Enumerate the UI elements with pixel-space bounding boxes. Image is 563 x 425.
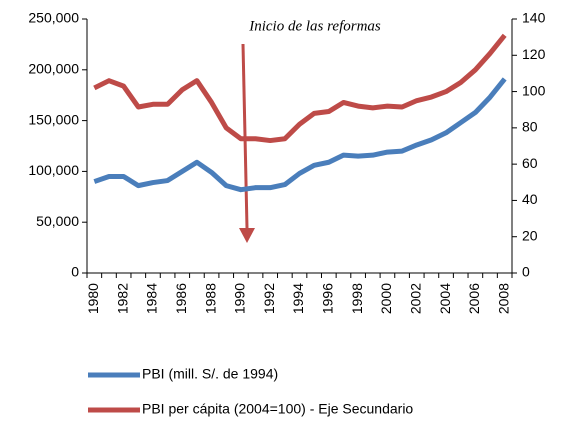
y-tick-label: 100,000 bbox=[28, 162, 79, 178]
x-tick-label: 1988 bbox=[202, 283, 218, 314]
y-tick-label: 0 bbox=[71, 264, 79, 280]
x-tick-label: 1986 bbox=[173, 283, 189, 314]
y2-tick-label: 120 bbox=[522, 46, 546, 62]
x-tick-label: 1992 bbox=[261, 283, 277, 314]
x-tick-label: 2006 bbox=[466, 283, 482, 314]
series-line bbox=[93, 77, 507, 193]
y2-tick-label: 0 bbox=[522, 264, 530, 280]
y-tick-label: 150,000 bbox=[28, 111, 79, 127]
legend-label: PBI per cápita (2004=100) - Eje Secundar… bbox=[142, 401, 413, 417]
y2-tick-label: 80 bbox=[522, 119, 538, 135]
x-tick-label: 2000 bbox=[378, 283, 394, 314]
annotation: Inicio de las reformas bbox=[248, 18, 381, 34]
x-tick-label: 2002 bbox=[407, 283, 423, 314]
series-line bbox=[93, 33, 507, 144]
y-tick-label: 50,000 bbox=[36, 213, 79, 229]
y-tick-label: 250,000 bbox=[28, 10, 79, 26]
x-tick-label: 1984 bbox=[144, 283, 160, 314]
annotation-arrow bbox=[239, 43, 255, 243]
y-tick-label: 200,000 bbox=[28, 61, 79, 77]
x-tick-label: 1998 bbox=[349, 283, 365, 314]
x-tick-label: 2008 bbox=[495, 283, 511, 314]
y2-tick-label: 60 bbox=[522, 155, 538, 171]
x-tick-label: 1982 bbox=[114, 283, 130, 314]
x-tick-label: 1990 bbox=[232, 283, 248, 314]
legend-label: PBI (mill. S/. de 1994) bbox=[142, 366, 278, 382]
y2-tick-label: 140 bbox=[522, 10, 546, 26]
x-tick-label: 1994 bbox=[290, 283, 306, 314]
y2-tick-label: 20 bbox=[522, 227, 538, 243]
x-tick-label: 1980 bbox=[85, 283, 101, 314]
y2-tick-label: 40 bbox=[522, 191, 538, 207]
y2-tick-label: 100 bbox=[522, 82, 546, 98]
x-tick-label: 2004 bbox=[437, 283, 453, 314]
x-tick-label: 1996 bbox=[320, 283, 336, 314]
